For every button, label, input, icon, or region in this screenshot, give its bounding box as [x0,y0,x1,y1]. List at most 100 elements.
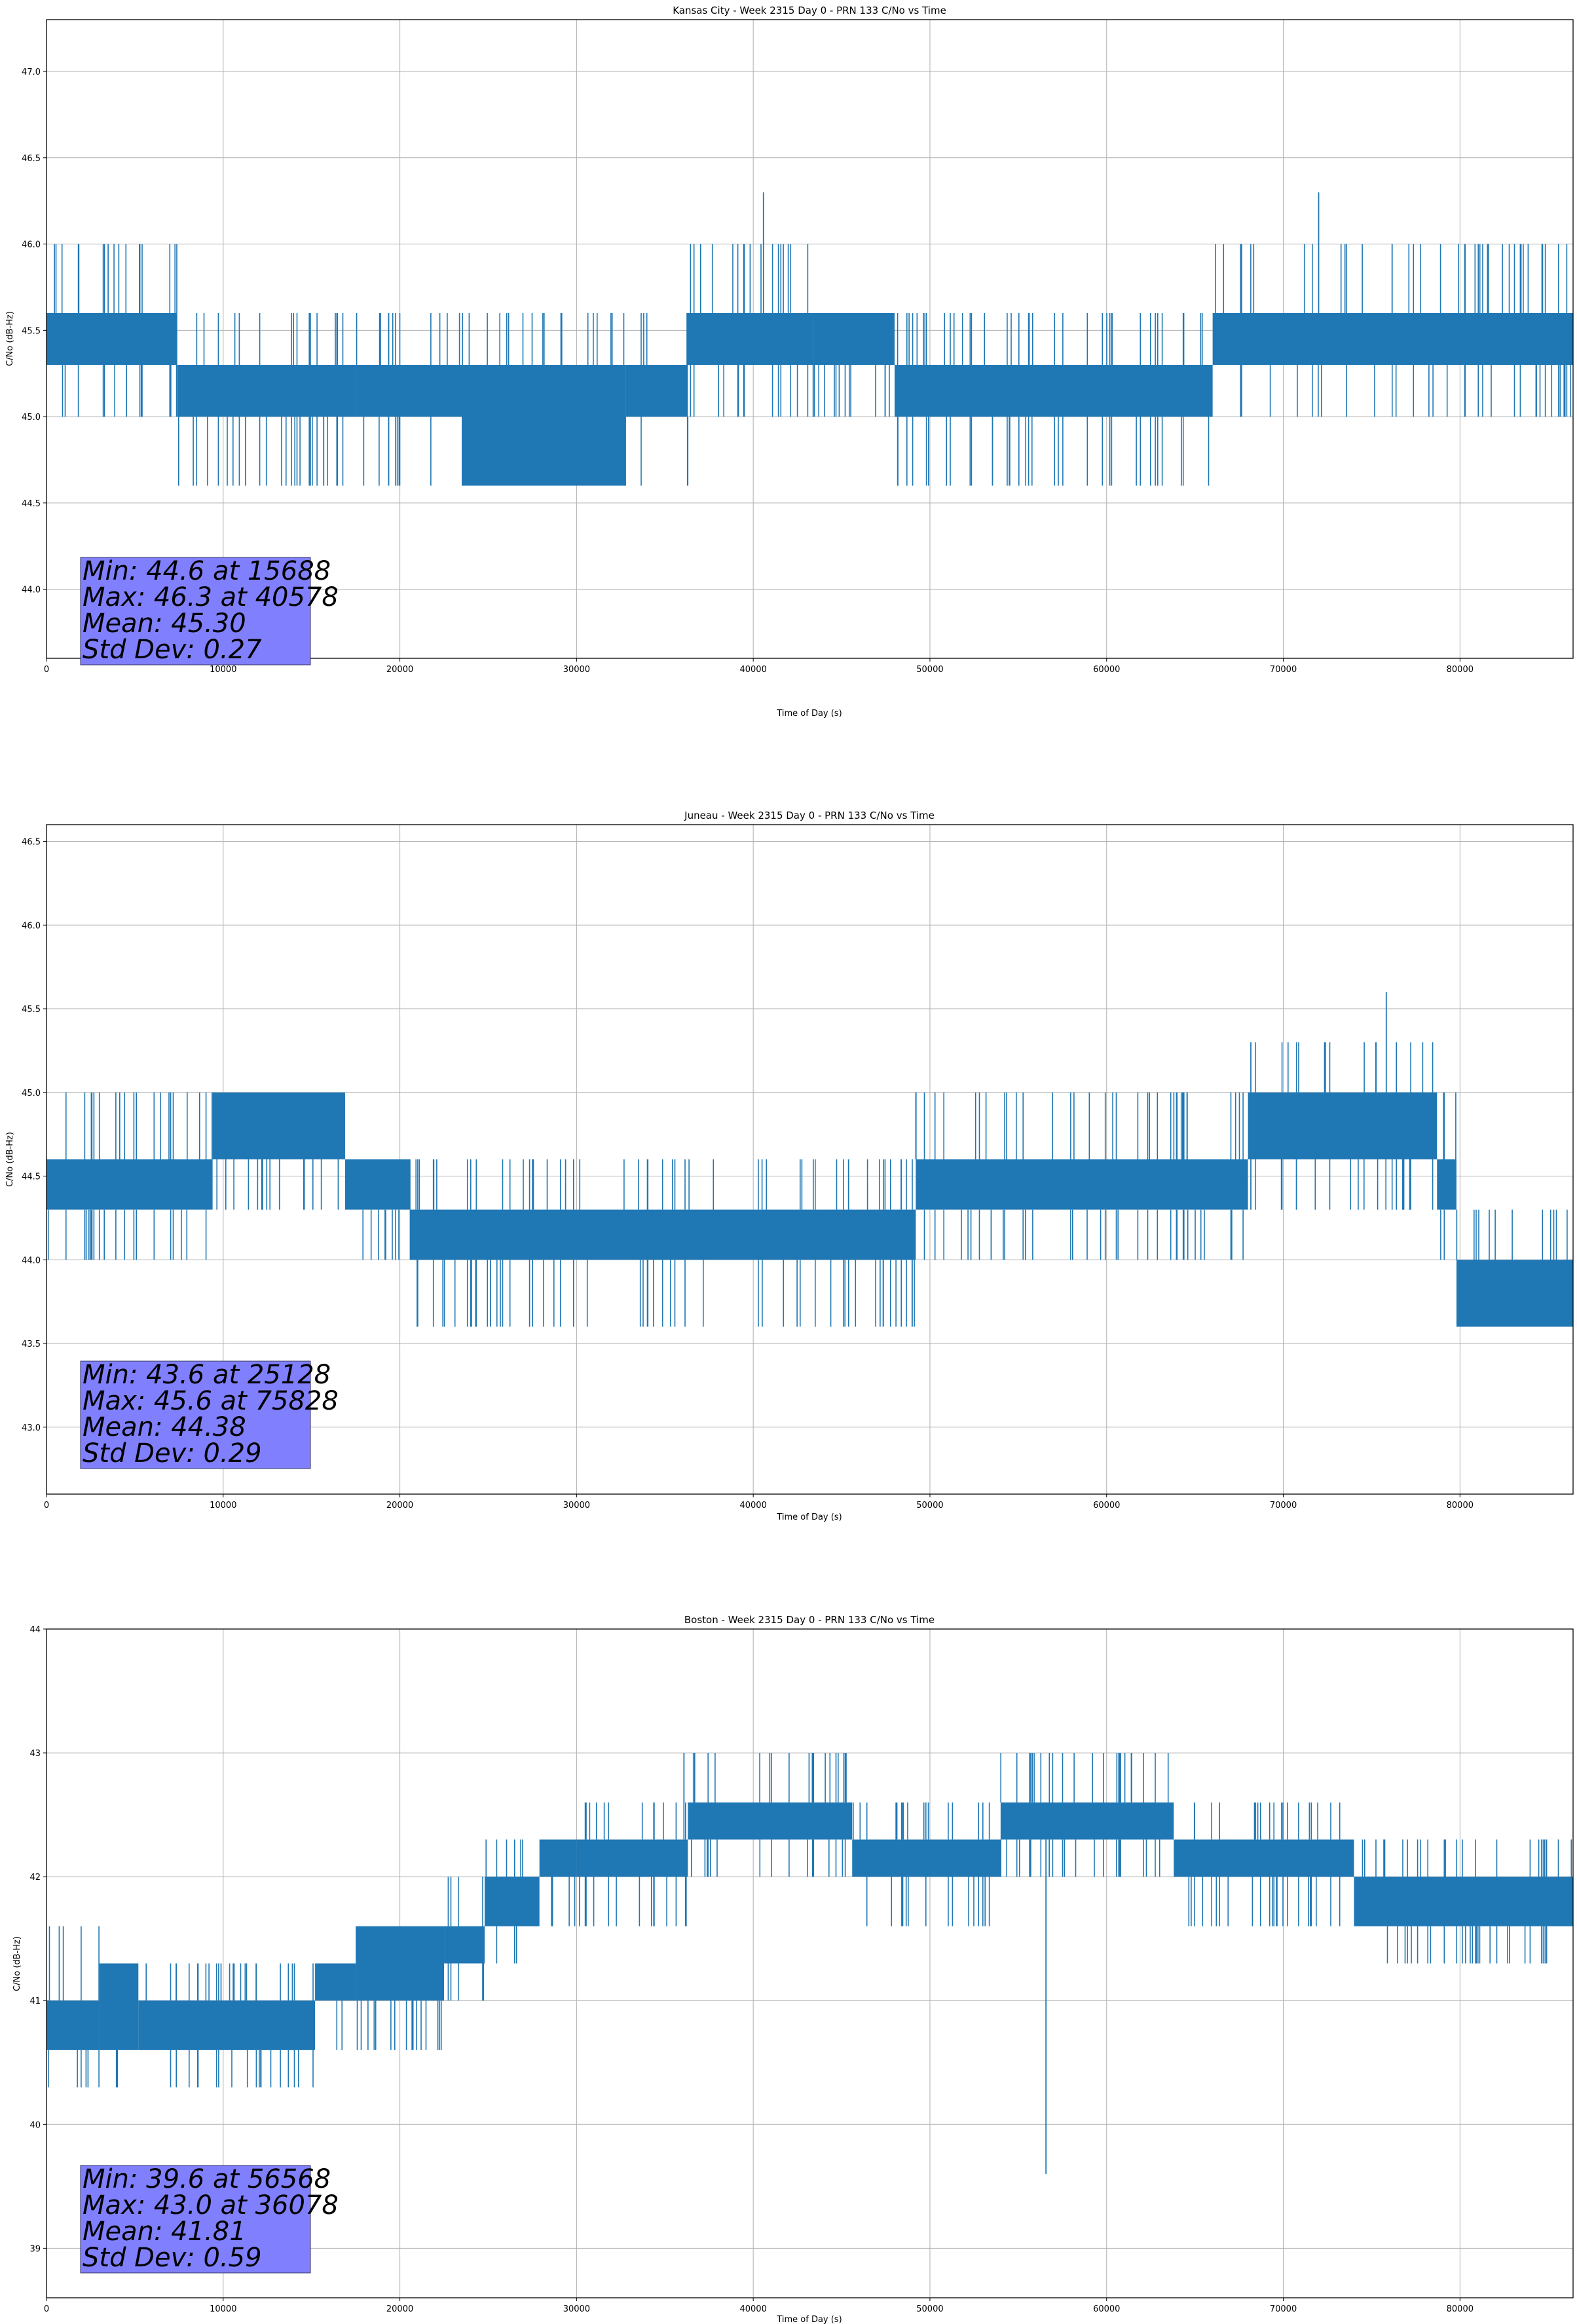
data-band [916,1159,1248,1210]
plot-frame [46,824,1574,1495]
data-spikes [1250,1042,1434,1210]
data-band [138,2000,316,2050]
y-tick-label: 44.0 [22,1256,41,1265]
x-tick-label: 40000 [739,1501,766,1510]
data-band [1000,1802,1174,1840]
chart-juneau: 0 10000 20000 30000 40000 50000 60000 70000 8000… [5,810,1574,1522]
data-band [177,365,356,417]
data-spikes [853,1802,990,1926]
stats-mean: Mean: 41.81 [83,2217,246,2247]
x-tick-label: 0 [44,1501,49,1510]
stats-max: Max: 45.6 at 75828 [83,1386,339,1416]
data-band [852,1839,1001,1877]
chart-title: Juneau - Week 2315 Day 0 - PRN 133 C/No … [684,810,935,821]
x-tick-label: 80000 [1447,1501,1474,1510]
stats-max: Max: 43.0 at 36078 [83,2190,339,2221]
x-tick-label: 10000 [210,1501,236,1510]
data-spikes [813,365,890,417]
stats-std-dev: Std Dev: 0.29 [83,1438,262,1469]
data-spikes [640,313,689,486]
data-band [485,1877,540,1926]
stats-mean: Mean: 45.30 [83,609,246,639]
data-spikes [415,1159,915,1327]
x-tick-label: 60000 [1093,665,1120,675]
data-band [813,312,895,365]
y-axis-label: C/No (dB-Hz) [5,311,15,366]
data-spikes [178,313,344,486]
data-spikes [216,1159,339,1210]
data-series [46,192,1573,486]
x-tick-label: 60000 [1093,2304,1120,2314]
data-band [99,1963,139,2050]
data-spikes [54,244,177,417]
data-band [410,1209,916,1260]
data-band [1456,1260,1573,1327]
stats-box-background [80,1360,311,1469]
data-band [315,1963,356,2001]
data-spikes [362,1209,411,1260]
data-spikes [1456,1209,1568,1260]
axis-ticks: 0 10000 20000 30000 40000 50000 60000 70000 8000… [29,1625,1474,2314]
y-tick-label: 44 [29,1625,41,1635]
y-tick-label: 44.5 [22,499,41,509]
data-band [356,1926,445,2001]
data-band [895,365,1213,417]
y-tick-label: 39 [29,2244,41,2254]
data-spikes [145,1963,314,2088]
data-spikes [47,1092,213,1260]
stats-box: Min: 44.6 at 15688 Max: 46.3 at 40578 Me… [80,556,339,665]
y-tick-label: 45.5 [22,1005,41,1015]
y-tick-label: 45.0 [22,413,41,422]
data-spikes [915,1092,1244,1260]
data-band [212,1092,345,1159]
data-spikes [336,2000,343,2050]
x-tick-label: 10000 [210,665,236,675]
y-tick-label: 46.0 [22,240,41,250]
data-spikes [1440,1092,1456,1260]
data-spikes [115,2050,119,2088]
data-series [46,992,1573,1327]
data-spikes [1188,1802,1341,1926]
x-tick-label: 60000 [1093,1501,1120,1510]
y-tick-label: 45.5 [22,326,41,336]
data-spikes [691,1753,847,1877]
x-tick-label: 70000 [1270,665,1297,675]
chart-boston: 0 10000 20000 30000 40000 50000 60000 70000 8000… [12,1614,1574,2324]
x-axis-label: Time of Day (s) [776,1512,842,1522]
stats-min: Min: 44.6 at 15688 [83,556,331,586]
x-tick-label: 50000 [916,665,943,675]
x-tick-label: 50000 [916,2304,943,2314]
x-tick-label: 50000 [916,1501,943,1510]
plot-frame [46,1628,1574,2298]
y-tick-label: 43.0 [22,1423,41,1433]
x-tick-label: 30000 [563,1501,590,1510]
data-spikes [447,1877,485,2001]
x-tick-label: 0 [44,2304,49,2314]
data-series [46,1753,1573,2174]
data-spikes [48,1926,100,2088]
y-axis-label: C/No (dB-Hz) [5,1132,15,1187]
y-tick-label: 41 [29,1996,41,2006]
chart-title: Kansas City - Week 2315 Day 0 - PRN 133 … [673,5,946,16]
x-tick-label: 70000 [1270,2304,1297,2314]
data-band [46,2000,100,2050]
data-spikes [356,2000,442,2050]
x-tick-label: 40000 [739,2304,766,2314]
chart-kansas-city: 0 10000 20000 30000 40000 50000 60000 70000 8000… [5,5,1574,719]
x-axis-label: Time of Day (s) [776,2315,842,2324]
stats-box-background [80,557,311,665]
x-tick-label: 40000 [739,665,766,675]
data-band [344,1159,411,1210]
data-band [1354,1877,1573,1926]
stats-std-dev: Std Dev: 0.27 [83,635,262,665]
data-spikes [1000,1753,1169,1877]
x-axis-label: Time of Day (s) [776,709,842,719]
x-tick-label: 20000 [386,1501,413,1510]
data-band [688,312,813,365]
chart-title: Boston - Week 2315 Day 0 - PRN 133 C/No … [684,1614,935,1626]
x-tick-label: 20000 [386,665,413,675]
data-band [576,1839,688,1877]
y-tick-label: 46.5 [22,154,41,164]
data-band [1437,1159,1456,1210]
y-axis-label: C/No (dB-Hz) [12,1936,22,1991]
